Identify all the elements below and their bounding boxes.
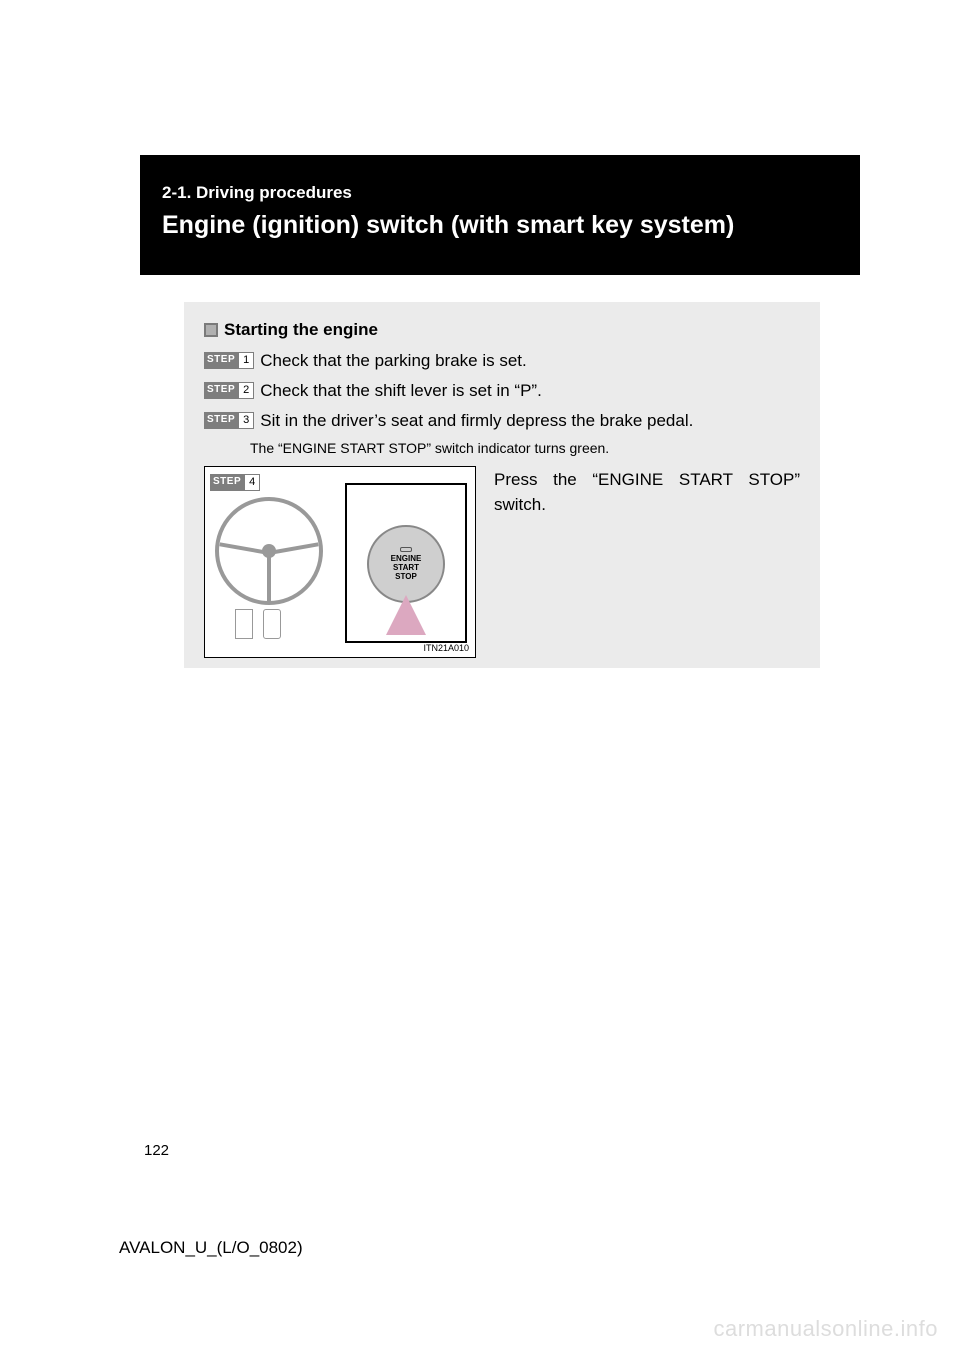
step-tag: STEP 4 [210, 474, 260, 491]
step-tag-number: 1 [238, 352, 254, 369]
section-header-banner: 2-1. Driving procedures Engine (ignition… [140, 155, 860, 275]
pedal-icon [263, 609, 281, 639]
page: 2-1. Driving procedures Engine (ignition… [0, 0, 960, 1358]
step-note: The “ENGINE START STOP” switch indicator… [250, 440, 800, 456]
step-text: Check that the parking brake is set. [260, 350, 526, 372]
section-number: 2-1. Driving procedures [162, 183, 838, 203]
subheading-text: Starting the engine [224, 320, 378, 340]
square-bullet-icon [204, 323, 218, 337]
step-tag-label: STEP [210, 474, 244, 491]
pedal-icon [235, 609, 253, 639]
step-text: Check that the shift lever is set in “P”… [260, 380, 542, 402]
step-tag: STEP 2 [204, 382, 254, 399]
step-row: STEP 2 Check that the shift lever is set… [204, 380, 800, 402]
content-box: Starting the engine STEP 1 Check that th… [184, 302, 820, 668]
callout-box: ENGINE START STOP [345, 483, 467, 643]
engine-start-stop-button-icon: ENGINE START STOP [367, 525, 445, 603]
step-row: STEP 3 Sit in the driver’s seat and firm… [204, 410, 800, 432]
step-tag-label: STEP [204, 412, 238, 429]
document-code: AVALON_U_(L/O_0802) [119, 1238, 303, 1258]
step-row: STEP 1 Check that the parking brake is s… [204, 350, 800, 372]
step-tag-number: 3 [238, 412, 254, 429]
step-text: Sit in the driver’s seat and firmly depr… [260, 410, 693, 432]
arrow-up-icon [386, 595, 426, 635]
step-tag-label: STEP [204, 352, 238, 369]
step-tag-label: STEP [204, 382, 238, 399]
button-text-line: STOP [395, 573, 417, 582]
illustration-code: ITN21A010 [423, 643, 469, 653]
step-tag: STEP 1 [204, 352, 254, 369]
illustration-caption: Press the “ENGINE START STOP” switch. [494, 466, 800, 517]
indicator-led-icon [400, 547, 412, 552]
illustration: STEP 4 ENGINE START STOP I [204, 466, 476, 658]
step-tag: STEP 3 [204, 412, 254, 429]
page-number: 122 [144, 1142, 169, 1159]
section-title: Engine (ignition) switch (with smart key… [162, 211, 838, 240]
step-tag-number: 4 [244, 474, 260, 491]
step-tag-number: 2 [238, 382, 254, 399]
watermark: carmanualsonline.info [713, 1316, 938, 1342]
steering-wheel-icon [215, 497, 323, 605]
illustration-row: STEP 4 ENGINE START STOP I [204, 466, 800, 658]
subheading: Starting the engine [204, 320, 800, 340]
